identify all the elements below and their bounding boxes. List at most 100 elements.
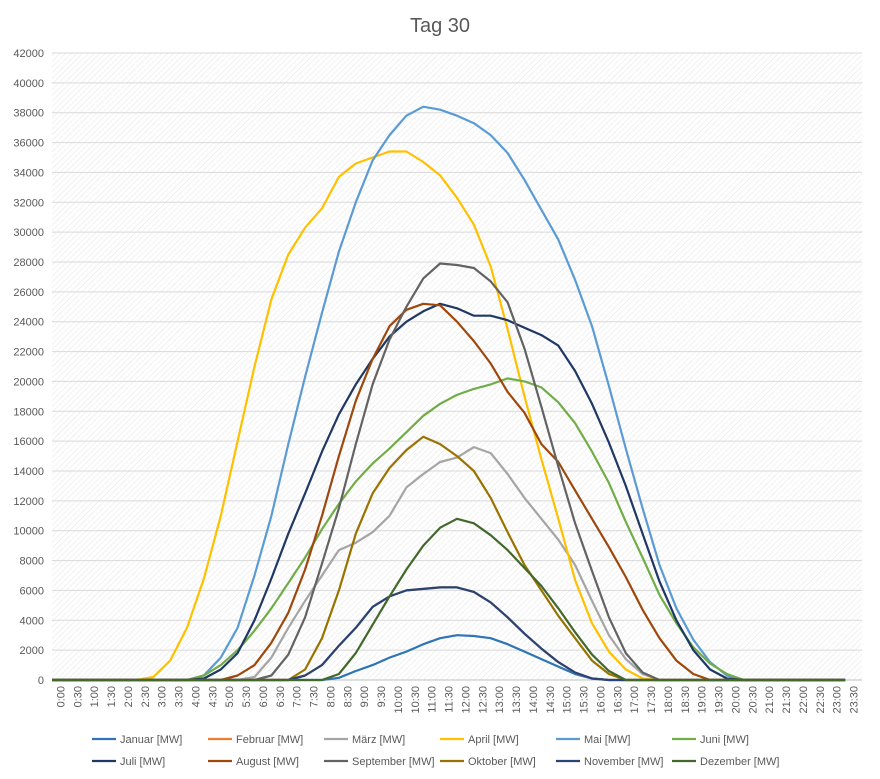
x-tick-label: 3:00 [157, 686, 169, 707]
x-tick-label: 15:00 [562, 686, 574, 714]
legend-label: Mai [MW] [584, 734, 630, 746]
x-tick-label: 1:30 [106, 686, 118, 707]
plot-background [52, 53, 862, 680]
x-tick-label: 22:30 [815, 686, 827, 714]
x-tick-label: 2:30 [140, 686, 152, 707]
series-line-11 [52, 586, 846, 682]
series-line-6 [52, 377, 846, 682]
y-tick-label: 40000 [13, 78, 44, 90]
y-tick-label: 28000 [13, 257, 44, 269]
y-tick-label: 36000 [13, 138, 44, 150]
x-tick-label: 5:00 [224, 686, 236, 707]
y-tick-label: 22000 [13, 347, 44, 359]
x-tick-label: 11:00 [427, 686, 439, 713]
x-tick-label: 7:30 [309, 686, 321, 707]
x-tick-label: 9:00 [359, 686, 371, 707]
y-tick-label: 6000 [20, 585, 44, 597]
y-tick-label: 16000 [13, 436, 44, 448]
plot-area [52, 53, 862, 680]
series-line-7 [52, 302, 846, 682]
legend-label: August [MW] [236, 756, 299, 768]
x-tick-label: 23:00 [832, 686, 844, 714]
x-tick-label: 10:00 [393, 686, 405, 714]
x-tick-label: 14:30 [545, 686, 557, 714]
series-line-10 [52, 435, 846, 682]
x-tick-label: 17:30 [646, 686, 658, 714]
legend-label: Dezember [MW] [700, 756, 779, 768]
y-tick-label: 20000 [13, 376, 44, 388]
x-tick-label: 12:30 [477, 686, 489, 714]
y-tick-label: 0 [38, 675, 44, 687]
y-tick-label: 38000 [13, 108, 44, 120]
y-axis: 0 2000 4000 6000 8000 10000 12000 14000 16000 180… [13, 48, 44, 687]
y-tick-label: 8000 [20, 556, 44, 568]
y-tick-label: 32000 [13, 197, 44, 209]
x-tick-label: 19:30 [714, 686, 726, 714]
series-line-1 [52, 634, 846, 682]
y-tick-label: 34000 [13, 167, 44, 179]
x-tick-label: 23:30 [849, 686, 861, 714]
x-tick-label: 18:00 [663, 686, 675, 714]
y-tick-label: 10000 [13, 526, 44, 538]
x-tick-label: 0:00 [55, 686, 67, 707]
legend-label: Juni [MW] [700, 734, 749, 746]
series-line-4 [52, 150, 846, 682]
x-tick-label: 14:00 [528, 686, 540, 714]
y-tick-label: 30000 [13, 227, 44, 239]
y-tick-label: 2000 [20, 645, 44, 657]
legend-label: März [MW] [352, 734, 405, 746]
y-tick-label: 14000 [13, 466, 44, 478]
x-tick-label: 8:30 [342, 686, 354, 707]
series-line-12 [52, 517, 846, 682]
legend-label: Oktober [MW] [468, 756, 536, 768]
x-tick-label: 17:00 [629, 686, 641, 714]
legend-label: Januar [MW] [120, 734, 182, 746]
x-tick-label: 4:30 [207, 686, 219, 707]
x-tick-label: 13:30 [511, 686, 523, 714]
x-tick-label: 10:30 [410, 686, 422, 714]
series-line-5 [52, 105, 846, 682]
legend-label: November [MW] [584, 756, 663, 768]
x-tick-label: 1:00 [89, 686, 101, 707]
x-tick-label: 21:00 [764, 686, 776, 714]
y-tick-label: 12000 [13, 496, 44, 508]
x-tick-label: 9:30 [376, 686, 388, 707]
x-tick-label: 6:00 [258, 686, 270, 707]
x-tick-label: 16:30 [612, 686, 624, 714]
x-tick-label: 5:30 [241, 686, 253, 707]
y-tick-label: 26000 [13, 287, 44, 299]
x-axis: 0:00 0:30 1:00 1:30 2:00 2:30 3:00 3:30 4:00 4:30… [55, 686, 860, 714]
x-tick-label: 3:30 [174, 686, 186, 707]
y-tick-label: 18000 [13, 406, 44, 418]
x-tick-label: 6:30 [275, 686, 287, 707]
y-tick-label: 24000 [13, 317, 44, 329]
series-line-9 [52, 262, 846, 682]
x-tick-label: 0:30 [72, 686, 84, 707]
x-tick-label: 22:00 [798, 686, 810, 714]
x-tick-label: 12:00 [460, 686, 472, 714]
series-lines [52, 105, 846, 682]
x-tick-label: 7:00 [292, 686, 304, 707]
series-line-8 [52, 302, 846, 682]
series-line-3 [52, 446, 846, 682]
x-tick-label: 21:30 [781, 686, 793, 714]
x-tick-label: 20:30 [747, 686, 759, 714]
y-tick-label: 4000 [20, 615, 44, 627]
legend-label: Juli [MW] [120, 756, 165, 768]
x-tick-label: 15:30 [579, 686, 591, 714]
chart-title: Tag 30 [410, 15, 470, 37]
x-tick-label: 19:00 [697, 686, 709, 714]
legend-label: Februar [MW] [236, 734, 303, 746]
x-tick-label: 8:00 [325, 686, 337, 707]
x-tick-label: 20:00 [730, 686, 742, 714]
y-tick-label: 42000 [13, 48, 44, 60]
legend: Januar [MW] Februar [MW] März [MW] April [M… [92, 734, 779, 768]
x-tick-label: 4:00 [190, 686, 202, 707]
x-tick-label: 16:00 [595, 686, 607, 714]
x-tick-label: 2:00 [123, 686, 135, 707]
x-tick-label: 11:30 [444, 686, 456, 713]
legend-label: September [MW] [352, 756, 435, 768]
legend-label: April [MW] [468, 734, 519, 746]
